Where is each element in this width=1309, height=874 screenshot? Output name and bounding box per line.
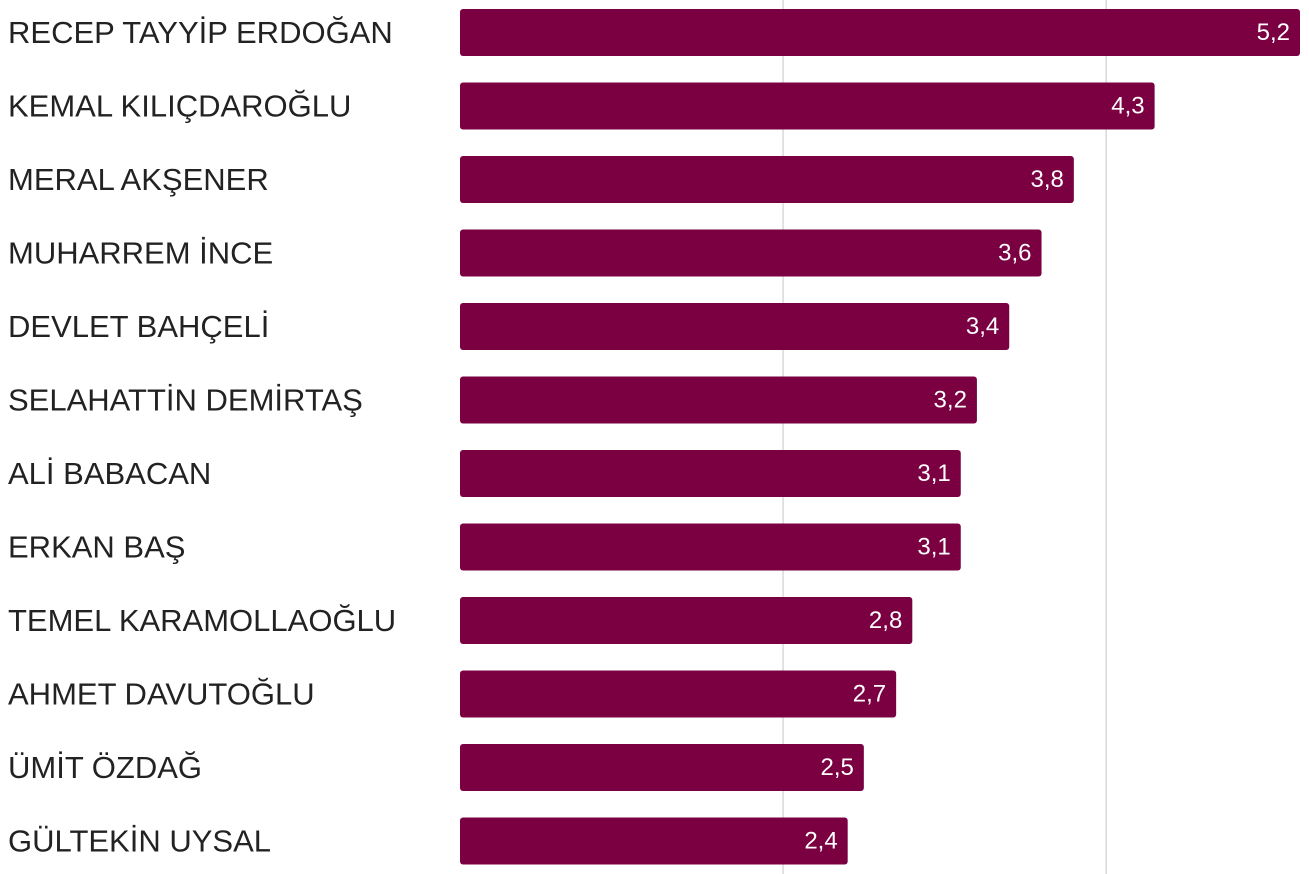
category-label: DEVLET BAHÇELİ	[8, 309, 269, 344]
data-label: 3,8	[1030, 166, 1063, 193]
bar	[460, 376, 977, 424]
data-label: 2,4	[804, 828, 837, 855]
category-label: SELAHATTİN DEMİRTAŞ	[8, 383, 363, 418]
gridlines	[782, 0, 1107, 874]
category-label: MUHARREM İNCE	[8, 236, 273, 271]
bar	[460, 670, 897, 718]
bar	[460, 9, 1300, 56]
data-label: 3,1	[917, 534, 950, 561]
data-label: 2,7	[853, 681, 886, 708]
bar	[460, 744, 864, 791]
data-label: 3,1	[917, 460, 950, 487]
bar	[460, 82, 1155, 130]
data-label: 3,4	[966, 313, 999, 340]
bars: 5,2 4,3 3,8 3,6 3,4 3,2 3,1 3,1 2,8 2,7 2,5 2,4	[460, 9, 1300, 865]
data-label: 4,3	[1111, 93, 1144, 120]
bar	[460, 303, 1010, 350]
bar	[460, 597, 913, 644]
category-label: TEMEL KARAMOLLAOĞLU	[8, 603, 396, 638]
bar	[460, 523, 961, 571]
category-label: ÜMİT ÖZDAĞ	[8, 750, 202, 785]
data-label: 3,2	[934, 387, 967, 414]
category-label: MERAL AKŞENER	[8, 162, 269, 197]
category-label: AHMET DAVUTOĞLU	[8, 677, 315, 712]
bar	[460, 450, 961, 497]
bar	[460, 156, 1074, 203]
bar	[460, 229, 1042, 277]
data-label: 2,5	[820, 754, 853, 781]
bar	[460, 817, 848, 865]
category-label: ERKAN BAŞ	[8, 530, 185, 565]
category-label: ALİ BABACAN	[8, 456, 211, 491]
data-label: 2,8	[869, 607, 902, 634]
category-labels: RECEP TAYYİP ERDOĞAN KEMAL KILIÇDAROĞLU ME…	[8, 15, 396, 859]
category-label: GÜLTEKİN UYSAL	[8, 824, 271, 859]
category-label: KEMAL KILIÇDAROĞLU	[8, 89, 351, 124]
category-label: RECEP TAYYİP ERDOĞAN	[8, 15, 393, 50]
data-label: 5,2	[1257, 19, 1290, 46]
data-label: 3,6	[998, 240, 1031, 267]
